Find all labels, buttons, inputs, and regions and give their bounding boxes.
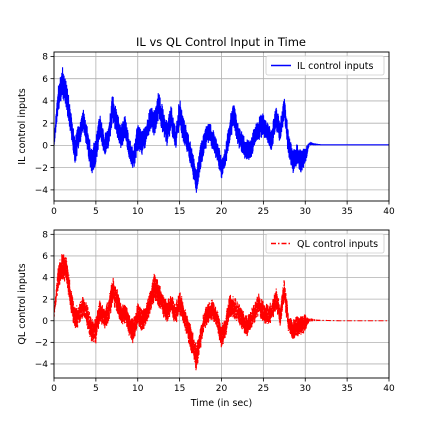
x-tick-label: 10 bbox=[132, 384, 144, 394]
x-tick-label: 40 bbox=[383, 207, 395, 217]
x-tick-label: 25 bbox=[258, 207, 269, 217]
x-tick-label: 15 bbox=[174, 207, 185, 217]
x-tick-label: 40 bbox=[383, 384, 395, 394]
legend-box bbox=[265, 233, 385, 254]
x-tick-label: 0 bbox=[51, 384, 57, 394]
y-tick-label: 0 bbox=[42, 142, 48, 152]
y-tick-label: 2 bbox=[42, 119, 48, 129]
il-control-panel: 0 5 10 15 20 25 30 35 40 −4 −2 0 2 4 6 8 IL control inpu… bbox=[17, 51, 395, 217]
axes-frame bbox=[53, 229, 390, 379]
series-line bbox=[54, 67, 389, 193]
x-tick-label: 5 bbox=[93, 207, 99, 217]
x-tick-label: 30 bbox=[300, 384, 312, 394]
y-tick-label: 2 bbox=[42, 295, 48, 305]
x-tick-label: 35 bbox=[341, 384, 352, 394]
x-tick-label: 20 bbox=[216, 384, 228, 394]
x-tick-label: 5 bbox=[93, 384, 99, 394]
x-tick-label: 15 bbox=[174, 384, 185, 394]
legend-box bbox=[265, 55, 385, 76]
legend: IL control inputs bbox=[265, 55, 385, 76]
y-tick-label: 6 bbox=[42, 75, 48, 85]
y-tick-label: 8 bbox=[42, 53, 48, 63]
legend-label: QL control inputs bbox=[297, 239, 378, 250]
y-tick-label: −4 bbox=[35, 186, 49, 196]
y-tick-label: 4 bbox=[42, 97, 48, 107]
x-tick-label: 20 bbox=[216, 207, 228, 217]
y-tick-label: −4 bbox=[35, 360, 49, 370]
y-tick-label: 4 bbox=[42, 274, 48, 284]
series-line bbox=[54, 253, 389, 371]
y-axis-label: IL control inputs bbox=[17, 88, 28, 165]
x-axis-label: Time (in sec) bbox=[190, 398, 252, 409]
legend: QL control inputs bbox=[265, 233, 385, 254]
y-axis-label: QL control inputs bbox=[17, 263, 28, 344]
y-tick-label: −2 bbox=[35, 164, 48, 174]
x-tick-label: 35 bbox=[341, 207, 352, 217]
y-tick-label: 0 bbox=[42, 317, 48, 327]
y-tick-label: −2 bbox=[35, 339, 48, 349]
x-tick-label: 30 bbox=[300, 207, 312, 217]
chart-title: IL vs QL Control Input in Time bbox=[136, 35, 306, 49]
axes-frame bbox=[53, 51, 390, 202]
y-tick-label: 8 bbox=[42, 231, 48, 241]
x-tick-label: 10 bbox=[132, 207, 144, 217]
ql-control-panel: 0 5 10 15 20 25 30 35 40 −4 −2 0 2 4 6 8 QL control inpu… bbox=[17, 229, 395, 409]
x-tick-label: 0 bbox=[51, 207, 57, 217]
x-tick-label: 25 bbox=[258, 384, 269, 394]
y-tick-label: 6 bbox=[42, 252, 48, 262]
legend-label: IL control inputs bbox=[297, 61, 374, 72]
